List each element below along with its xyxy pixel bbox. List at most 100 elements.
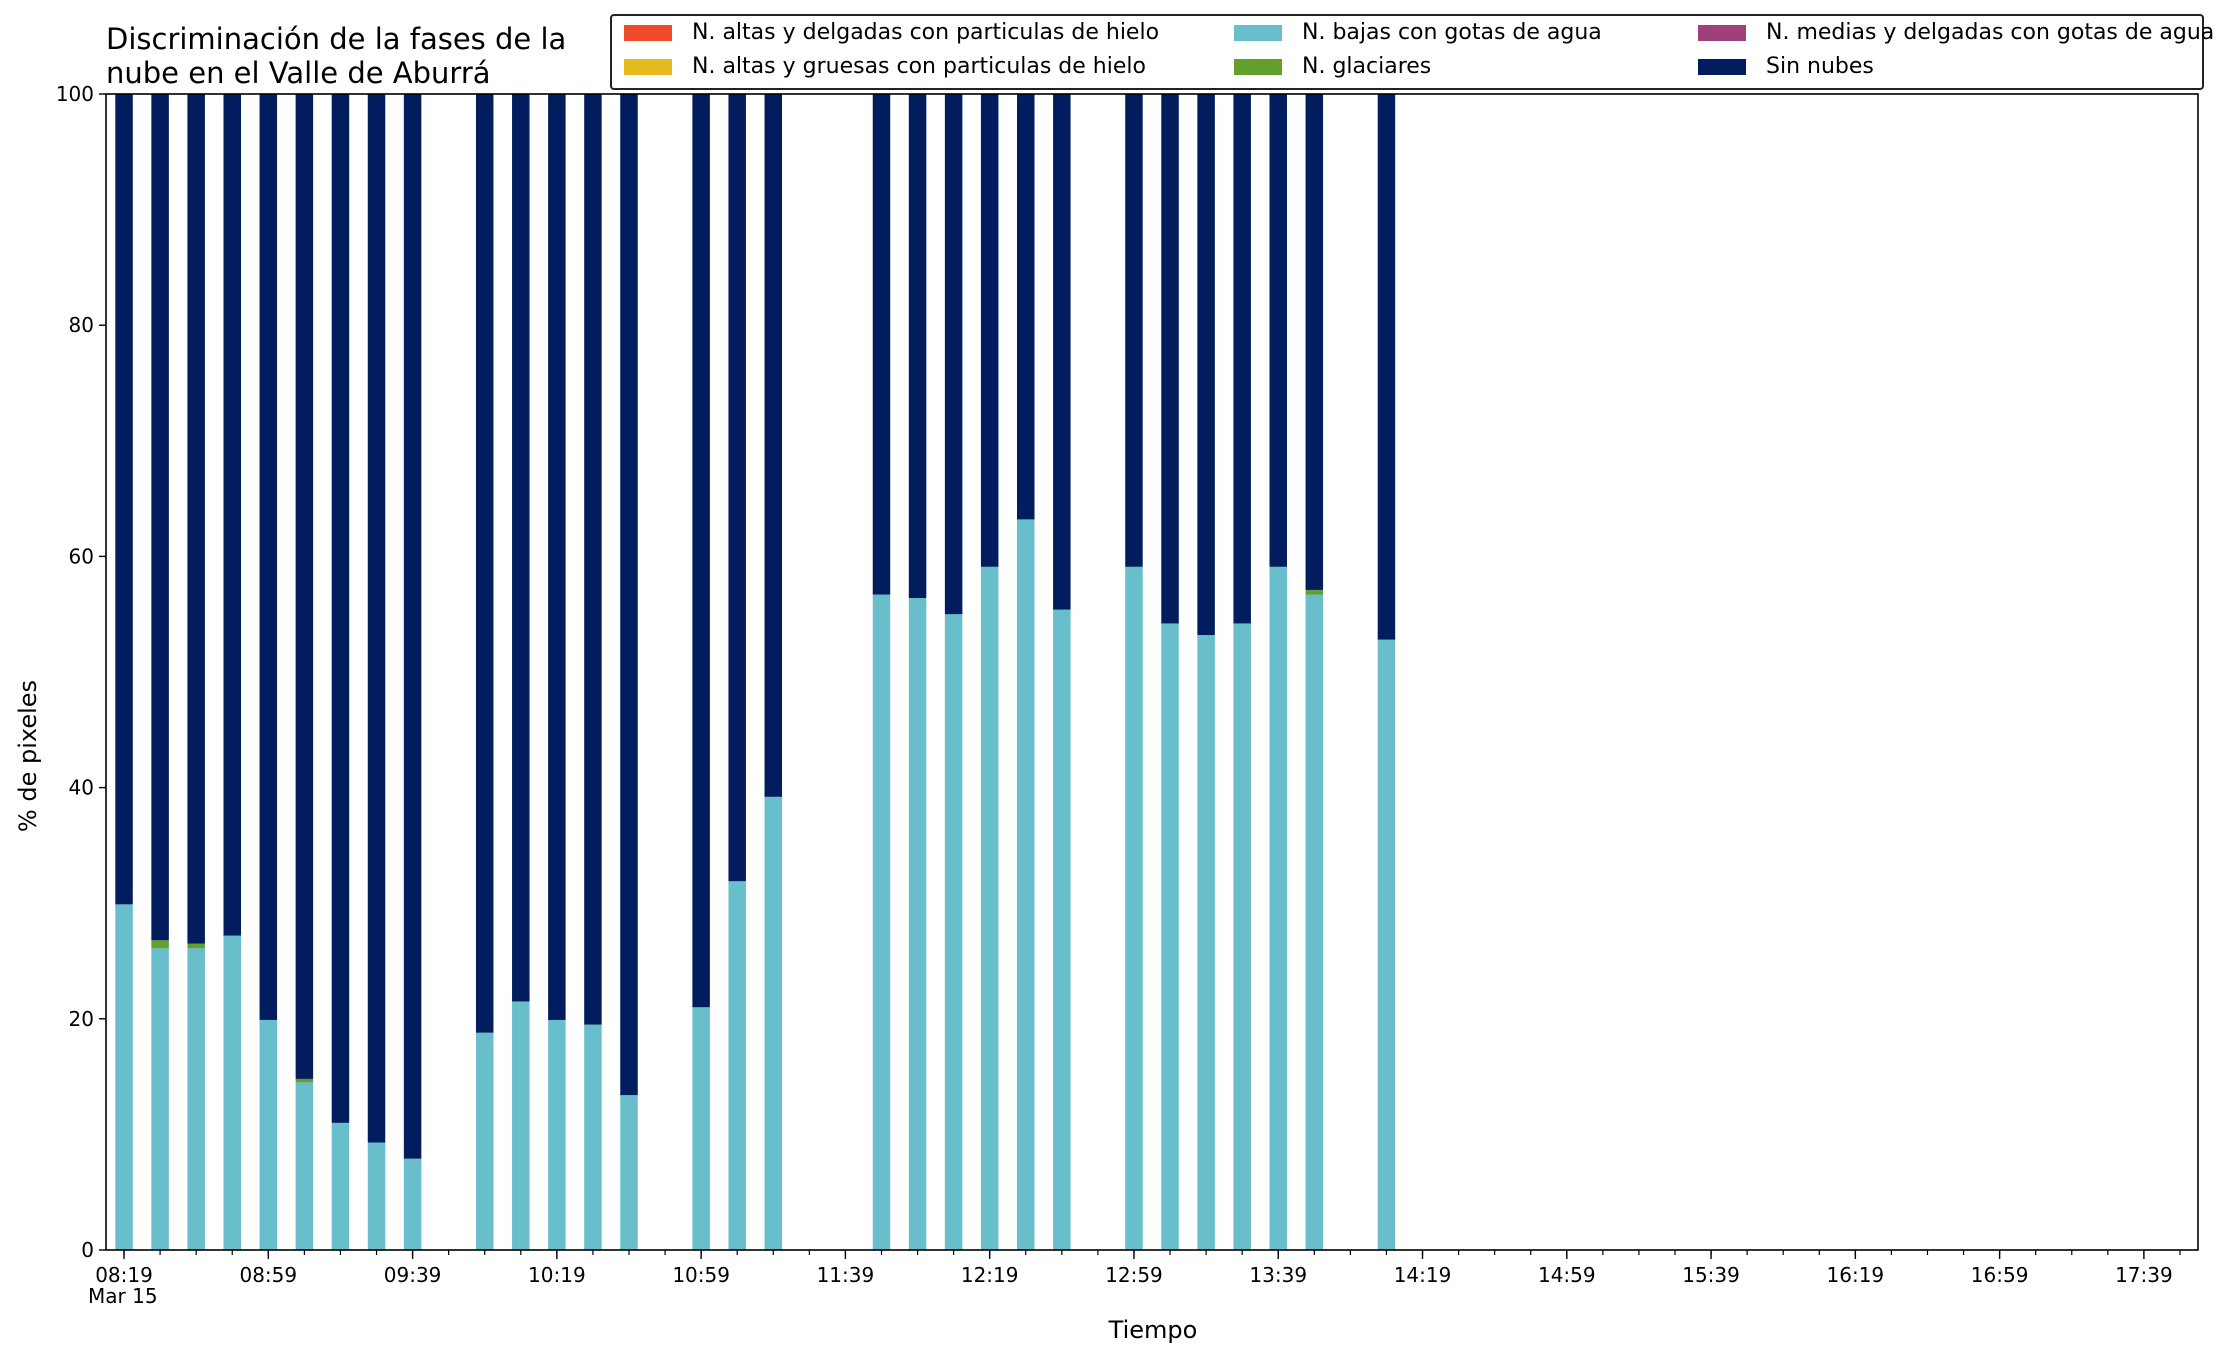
x-tick-label: 13:39 bbox=[1249, 1263, 1307, 1287]
bar-segment bbox=[620, 1095, 638, 1250]
y-tick-label: 60 bbox=[69, 544, 94, 568]
bar-segment bbox=[1305, 94, 1324, 590]
x-tick-label: 09:39 bbox=[384, 1263, 442, 1287]
bar-segment bbox=[403, 94, 422, 1159]
bar-segment bbox=[295, 94, 314, 1079]
bar-segment bbox=[620, 94, 638, 1096]
x-tick-label: 11:39 bbox=[817, 1263, 875, 1287]
legend-item: Sin nubes bbox=[1698, 54, 1874, 79]
bar-segment bbox=[223, 935, 241, 1250]
bar-segment bbox=[1161, 94, 1179, 624]
bar-segment bbox=[584, 1024, 602, 1250]
legend-label: N. bajas con gotas de agua bbox=[1302, 20, 1602, 45]
bar-segment bbox=[980, 566, 999, 1250]
x-tick-label: 16:19 bbox=[1827, 1263, 1885, 1287]
bar-segment bbox=[1161, 623, 1179, 1250]
bar-segment bbox=[944, 614, 963, 1250]
bar-segment bbox=[223, 94, 241, 936]
x-tick-label: 08:19 bbox=[95, 1263, 153, 1287]
bar-segment bbox=[872, 94, 891, 595]
legend-item: N. altas y delgadas con particulas de hi… bbox=[624, 20, 1159, 45]
bar-segment bbox=[1269, 94, 1287, 567]
legend-label: N. altas y delgadas con particulas de hi… bbox=[692, 20, 1160, 45]
bar-segment bbox=[331, 94, 350, 1123]
bar-segment bbox=[1197, 94, 1215, 636]
bar-segment bbox=[1197, 635, 1215, 1250]
bar-segment bbox=[475, 94, 494, 1033]
bar-segment bbox=[1233, 623, 1251, 1250]
bar-segment bbox=[403, 1158, 422, 1250]
bar-segment bbox=[1053, 94, 1071, 610]
bar-segment bbox=[980, 94, 999, 567]
bar-segment bbox=[872, 594, 891, 1250]
y-tick-label: 20 bbox=[69, 1007, 94, 1031]
legend-swatch bbox=[1698, 24, 1746, 41]
x-tick-label: 10:19 bbox=[528, 1263, 586, 1287]
bar-segment bbox=[115, 904, 133, 1250]
bar-segment bbox=[151, 940, 169, 949]
x-axis-date-label: Mar 15 bbox=[88, 1284, 158, 1308]
bar-segment bbox=[1305, 594, 1324, 1250]
x-tick-label: 10:59 bbox=[672, 1263, 730, 1287]
bar-segment bbox=[1377, 639, 1396, 1250]
x-tick-label: 08:59 bbox=[239, 1263, 297, 1287]
bar-segment bbox=[584, 94, 602, 1025]
legend-label: N. medias y delgadas con gotas de agua bbox=[1766, 20, 2215, 45]
legend-item: N. medias y delgadas con gotas de agua bbox=[1698, 20, 2214, 45]
bar-segment bbox=[548, 1019, 566, 1250]
x-tick-label: 14:59 bbox=[1538, 1263, 1596, 1287]
bar-segment bbox=[512, 1001, 530, 1250]
bar-segment bbox=[187, 948, 205, 1250]
bar-segment bbox=[295, 1082, 314, 1250]
x-axis-label: Tiempo bbox=[1108, 1316, 1198, 1344]
x-tick-label: 15:39 bbox=[1682, 1263, 1740, 1287]
bar-segment bbox=[1125, 566, 1143, 1250]
y-tick-label: 100 bbox=[56, 82, 94, 106]
x-tick-label: 14:19 bbox=[1394, 1263, 1452, 1287]
legend-swatch bbox=[1234, 58, 1282, 75]
y-axis-label: % de pixeles bbox=[14, 679, 42, 833]
bar-segment bbox=[151, 948, 169, 1250]
bar-segment bbox=[1233, 94, 1251, 624]
y-tick-label: 0 bbox=[81, 1238, 94, 1262]
legend-item: N. bajas con gotas de agua bbox=[1234, 20, 1602, 45]
bar-segment bbox=[115, 94, 133, 905]
bar-segment bbox=[692, 94, 710, 1008]
legend-swatch bbox=[624, 24, 672, 41]
bar-segment bbox=[295, 1078, 314, 1083]
bar-segment bbox=[908, 94, 927, 599]
bar-segment bbox=[151, 94, 169, 941]
bar-segment bbox=[1377, 94, 1396, 640]
chart-title-line: Discriminación de la fases de la bbox=[106, 22, 567, 56]
legend-item: N. altas y gruesas con particulas de hie… bbox=[624, 54, 1146, 79]
x-tick-label: 12:59 bbox=[1105, 1263, 1163, 1287]
legend: N. altas y delgadas con particulas de hi… bbox=[610, 14, 2214, 90]
bar-segment bbox=[908, 598, 927, 1250]
bar-segment bbox=[1305, 589, 1324, 595]
bar-segment bbox=[512, 94, 530, 1002]
bar-segment bbox=[367, 1142, 386, 1250]
bar-segment bbox=[728, 94, 746, 882]
legend-swatch bbox=[624, 58, 672, 75]
bar-segment bbox=[187, 943, 205, 949]
chart-title-line: nube en el Valle de Aburrá bbox=[106, 56, 491, 90]
plot-frame bbox=[105, 93, 2199, 1251]
bar-segment bbox=[187, 94, 205, 944]
legend-swatch bbox=[1698, 58, 1746, 75]
x-tick-label: 12:19 bbox=[961, 1263, 1019, 1287]
chart-title: Discriminación de la fases de la nube en… bbox=[106, 22, 566, 90]
bar-segment bbox=[692, 1007, 710, 1250]
bar-segment bbox=[1269, 566, 1287, 1250]
bar-segment bbox=[1125, 94, 1143, 567]
bar-segment bbox=[367, 94, 386, 1143]
bar-segment bbox=[1017, 519, 1035, 1250]
bar-segment bbox=[944, 94, 963, 615]
bar-segment bbox=[259, 1019, 278, 1250]
legend-label: N. glaciares bbox=[1302, 54, 1432, 79]
bar-segment bbox=[764, 94, 783, 797]
legend-swatch bbox=[1234, 24, 1282, 41]
bar-segment bbox=[331, 1122, 350, 1250]
bar-segment bbox=[728, 881, 746, 1250]
bar-segment bbox=[548, 94, 566, 1020]
